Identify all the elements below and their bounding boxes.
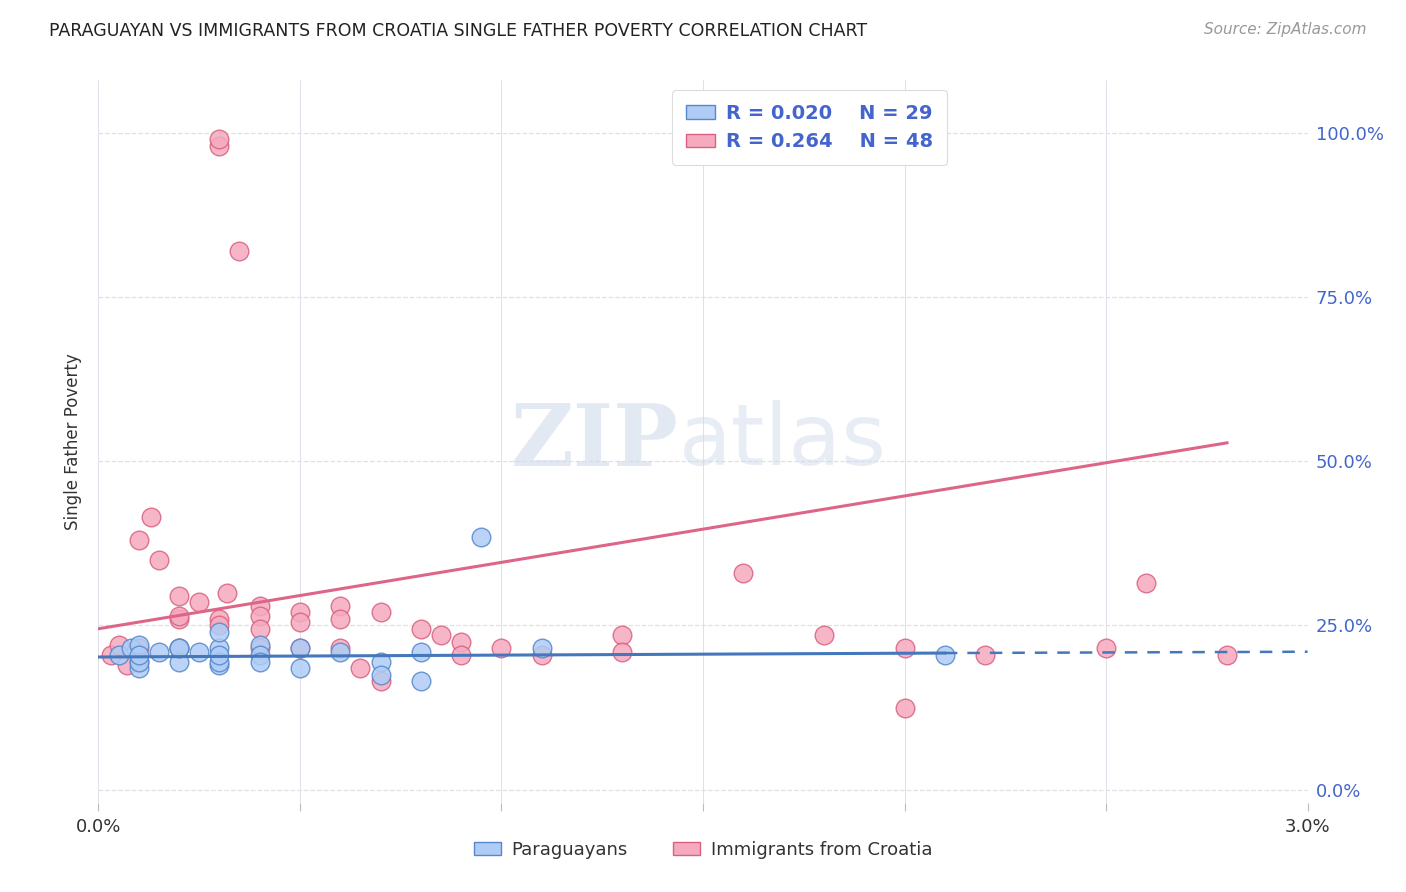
Point [329,641,352,656]
Point [409,645,432,659]
Point [208,625,231,640]
Point [107,648,129,662]
Text: ZIP: ZIP [510,400,679,483]
Point [288,641,311,656]
Point [450,648,472,662]
Text: Source: ZipAtlas.com: Source: ZipAtlas.com [1204,22,1367,37]
Point [288,641,311,656]
Point [1216,648,1239,662]
Point [370,605,392,619]
Point [370,674,392,689]
Point [249,655,271,669]
Point [1095,641,1118,656]
Point [813,628,835,642]
Point [329,645,352,659]
Point [612,645,634,659]
Text: atlas: atlas [679,400,887,483]
Point [228,244,250,258]
Point [249,608,271,623]
Point [612,628,634,642]
Point [733,566,755,580]
Point [208,139,231,153]
Point [893,641,915,656]
Point [409,622,432,636]
Point [148,645,170,659]
Point [167,608,190,623]
Point [974,648,997,662]
Point [450,635,472,649]
Point [329,612,352,626]
Point [208,132,231,146]
Point [167,589,190,603]
Point [370,655,392,669]
Point [208,612,231,626]
Point [208,641,231,656]
Point [370,667,392,681]
Point [249,641,271,656]
Point [1135,575,1157,590]
Point [329,599,352,613]
Point [167,641,190,656]
Point [167,612,190,626]
Point [470,530,492,544]
Point [249,599,271,613]
Point [139,510,162,524]
Point [128,655,150,669]
Point [167,641,190,656]
Point [128,638,150,652]
Point [208,618,231,632]
Point [167,655,190,669]
Point [128,641,150,656]
Point [128,648,150,662]
Point [100,648,122,662]
Point [249,638,271,652]
Point [249,648,271,662]
Point [115,657,138,672]
Point [208,648,231,662]
Point [148,553,170,567]
Point [208,657,231,672]
Point [893,700,915,714]
Point [288,615,311,630]
Point [208,655,231,669]
Point [288,661,311,675]
Point [188,645,211,659]
Y-axis label: Single Father Poverty: Single Father Poverty [65,353,83,530]
Point [249,622,271,636]
Point [288,605,311,619]
Point [934,648,956,662]
Point [120,641,142,656]
Point [188,595,211,609]
Point [128,533,150,547]
Point [530,648,553,662]
Point [107,638,129,652]
Point [167,641,190,656]
Point [128,655,150,669]
Point [217,585,239,599]
Point [349,661,371,675]
Point [530,641,553,656]
Point [430,628,453,642]
Point [491,641,513,656]
Point [128,661,150,675]
Text: PARAGUAYAN VS IMMIGRANTS FROM CROATIA SINGLE FATHER POVERTY CORRELATION CHART: PARAGUAYAN VS IMMIGRANTS FROM CROATIA SI… [49,22,868,40]
Legend: Paraguayans, Immigrants from Croatia: Paraguayans, Immigrants from Croatia [467,834,939,866]
Point [409,674,432,689]
